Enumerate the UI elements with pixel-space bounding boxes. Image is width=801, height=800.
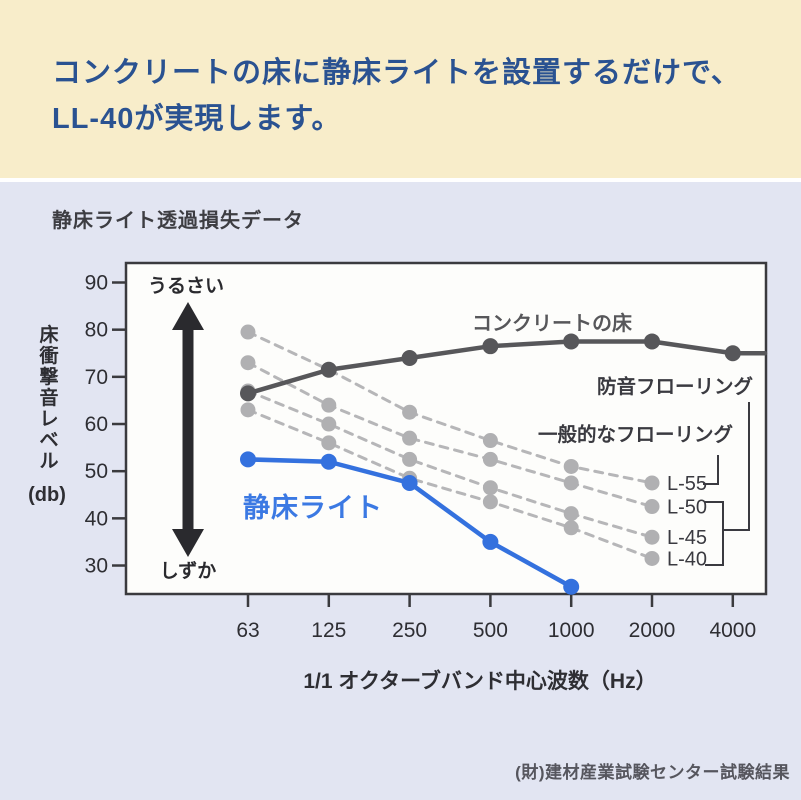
data-point [240,355,256,371]
data-point [563,333,580,350]
quiet-label: しずか [160,560,217,582]
x-tick-label: 4000 [709,619,756,642]
soundproof-flooring-connector [723,402,750,531]
transmission-loss-chart: 90 80 70 60 50 40 30 63 125 250 500 1000 2000 4000 1/1… [28,261,768,693]
data-point [563,475,579,491]
data-point [401,349,418,366]
noisy-label: うるさい [148,275,224,297]
brackets [703,402,750,566]
general-flooring-bracket [703,455,719,485]
data-point [644,499,660,515]
series-shizuka-light [240,451,580,595]
general-flooring-label: 一般的なフローリング [538,423,734,446]
data-point [644,529,660,545]
data-point [321,435,337,451]
series-l45-line [246,389,654,539]
loud-quiet-arrow [172,302,204,557]
data-point [240,451,256,468]
data-point [482,451,498,467]
y-axis-title-char: ル [39,451,58,472]
contour-label-l45: L-45 [667,527,707,549]
y-axis-unit: (db) [28,484,66,506]
data-point [402,451,418,467]
y-tick-label: 80 [85,319,108,342]
x-tick-label: 500 [473,619,508,642]
soundproof-flooring-label: 防音フローリング [597,375,754,398]
data-point [482,433,498,449]
data-point [644,475,660,491]
data-point [320,361,337,378]
source-note: (財)建材産業試験センター試験結果 [515,763,790,782]
x-tick-label: 1000 [548,619,595,642]
y-axis-title-char: 衝 [38,344,58,367]
contour-label-l50: L-50 [667,497,707,519]
series-l40-line [246,408,654,560]
headline-line-1: コンクリートの床に静床ライトを設置するだけで、 [52,57,741,89]
shizuka-light-series-label: 静床ライト [243,492,383,523]
data-point [402,430,418,446]
data-point [563,506,579,522]
headline-line-2: LL-40が実現します。 [52,103,342,135]
x-tick-label: 250 [392,619,427,642]
data-point [482,480,498,496]
data-point [240,402,256,418]
y-tick-label: 30 [85,555,108,578]
data-point [482,338,499,355]
headline-text: コンクリートの床に静床ライトを設置するだけで、 LL-40が実現します。 [52,50,741,142]
data-point [563,578,580,595]
x-axis: 63 125 250 500 1000 2000 4000 [236,594,756,642]
chart-title: 静床ライト透過損失データ [52,210,304,232]
data-point [482,494,498,510]
data-point [482,533,499,550]
data-point [320,453,337,470]
y-tick-label: 90 [85,272,108,295]
data-point [724,345,741,362]
y-axis-title-char: レ [39,409,58,430]
x-tick-label: 63 [236,619,259,642]
series-concrete-line [245,339,768,396]
data-point [240,324,256,340]
data-point [644,550,660,566]
series-l50-line [246,361,654,509]
soundproof-flooring-bracket [705,501,724,566]
data-point [321,397,337,413]
y-axis-title-char: 床 [39,323,58,346]
data-point [563,520,579,536]
plot-area [124,261,768,596]
contour-label-l55: L-55 [667,473,707,495]
data-point [401,474,418,491]
data-point [402,404,418,420]
y-axis: 90 80 70 60 50 40 30 [85,272,126,578]
series-l55-line [246,330,654,485]
series-l50 [240,355,660,515]
x-axis-title: 1/1 オクターブバンド中心波数（Hz） [303,669,656,693]
x-tick-label: 2000 [629,619,676,642]
data-point [240,385,256,402]
series-concrete [240,333,768,402]
y-tick-label: 60 [85,413,108,436]
y-axis-title-char: ベ [39,430,58,451]
y-tick-label: 40 [85,507,108,530]
y-axis-title-char: 音 [39,386,58,409]
concrete-series-label: コンクリートの床 [472,311,633,335]
chart-section: 静床ライト透過損失データ 90 80 70 60 50 40 30 63 125 250 500 10… [0,182,801,800]
data-point [563,458,579,474]
y-axis-title-char: 撃 [39,365,58,388]
data-point [321,416,337,432]
contour-label-l40: L-40 [667,548,707,570]
y-tick-label: 70 [85,366,108,389]
y-tick-label: 50 [85,460,108,483]
data-point [644,333,660,350]
headline-banner: コンクリートの床に静床ライトを設置するだけで、 LL-40が実現します。 [0,0,801,178]
x-tick-label: 125 [311,619,346,642]
